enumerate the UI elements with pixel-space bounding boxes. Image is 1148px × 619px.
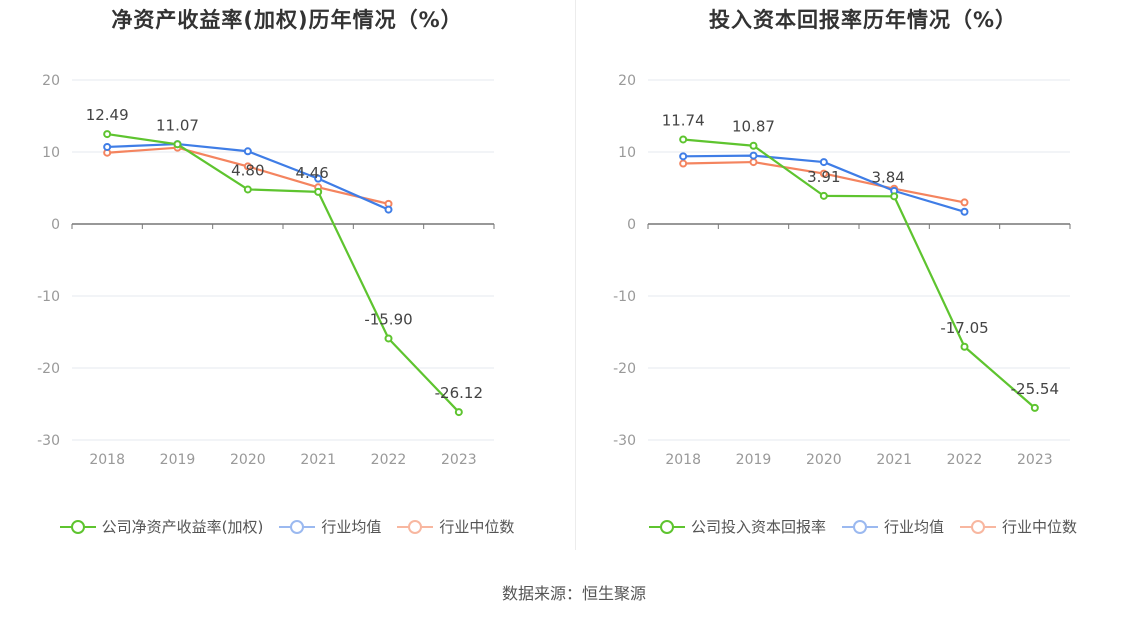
data-label: -25.54	[1011, 380, 1059, 398]
series-line-0	[107, 132, 460, 413]
legend-label: 公司净资产收益率(加权)	[101, 518, 264, 536]
legend-marker-icon	[59, 519, 96, 535]
data-source-note: 数据来源：恒生聚源	[0, 580, 1148, 604]
source-label: 数据来源：恒生聚源	[501, 584, 646, 603]
legend: 公司投入资本回报率 行业均值 行业中位数	[576, 516, 1148, 537]
legend-marker-icon	[960, 519, 996, 535]
panel-divider	[575, 0, 576, 550]
data-point	[103, 142, 112, 151]
x-tick-label: 2019	[160, 452, 196, 468]
y-tick-label: 20	[618, 73, 636, 89]
legend-item-company[interactable]: 公司投入资本回报率	[648, 516, 826, 537]
data-point	[960, 198, 969, 207]
x-tick-label: 2018	[665, 452, 701, 468]
legend-label: 行业中位数	[439, 518, 515, 536]
series-line-0	[683, 138, 1036, 409]
data-label: 12.49	[86, 106, 129, 124]
data-point	[173, 140, 182, 149]
data-label: -15.90	[364, 310, 412, 328]
x-tick-label: 2021	[300, 452, 336, 468]
data-point	[890, 192, 899, 201]
x-tick-label: 2022	[371, 452, 407, 468]
data-label: -26.12	[435, 384, 483, 402]
y-tick-label: -10	[37, 289, 60, 305]
data-label: 11.74	[662, 111, 705, 129]
data-point	[749, 158, 758, 167]
data-point	[243, 147, 252, 156]
data-label: 3.91	[807, 168, 840, 186]
x-tick-label: 2019	[736, 452, 772, 468]
x-tick-label: 2023	[441, 452, 477, 468]
data-point	[454, 408, 463, 417]
data-point	[819, 191, 828, 200]
data-point	[384, 334, 393, 343]
data-point	[679, 159, 688, 168]
data-point	[314, 187, 323, 196]
data-point	[960, 207, 969, 216]
data-point	[243, 162, 252, 171]
chart-title: 净资产收益率(加权)历年情况（%）	[111, 8, 463, 32]
y-tick-label: 10	[618, 145, 636, 161]
data-point	[1030, 403, 1039, 412]
legend-item-industry-median[interactable]: 行业中位数	[960, 516, 1077, 537]
data-label: 10.87	[732, 118, 775, 136]
x-tick-label: 2021	[876, 452, 912, 468]
y-tick-label: 0	[51, 217, 60, 233]
y-tick-label: 0	[627, 217, 636, 233]
legend-label: 公司投入资本回报率	[690, 518, 826, 536]
data-label: 3.84	[871, 168, 904, 186]
data-point	[819, 169, 828, 178]
x-tick-label: 2022	[947, 452, 983, 468]
data-point	[243, 185, 252, 194]
data-label: 4.46	[295, 164, 328, 182]
y-tick-label: 10	[42, 145, 60, 161]
y-tick-label: -20	[613, 361, 636, 377]
legend-marker-icon	[648, 519, 685, 535]
data-point	[960, 342, 969, 351]
y-tick-label: -10	[613, 289, 636, 305]
legend-marker-icon	[279, 519, 316, 535]
legend-item-company[interactable]: 公司净资产收益率(加权)	[59, 516, 264, 537]
data-label: 11.07	[156, 116, 199, 134]
legend-item-industry-mean[interactable]: 行业均值	[841, 516, 944, 537]
data-point	[749, 141, 758, 150]
x-tick-label: 2018	[89, 452, 125, 468]
x-tick-label: 2020	[806, 452, 842, 468]
legend-item-industry-mean[interactable]: 行业均值	[279, 516, 381, 537]
legend-label: 行业均值	[321, 518, 382, 536]
chart-panel-roic: 投入资本回报率历年情况（%） 20 10 0 -10 -20 -30 2018 2019 202…	[576, 0, 1148, 560]
data-point	[819, 158, 828, 167]
x-tick-label: 2023	[1017, 452, 1053, 468]
line-chart-roic: 20 10 0 -10 -20 -30 2018 2019 2020 2021 2022 2023 11…	[613, 73, 1071, 468]
legend-marker-icon	[841, 519, 878, 535]
legend-label: 行业中位数	[1002, 518, 1078, 536]
y-tick-label: -30	[613, 433, 636, 449]
chart-title: 投入资本回报率历年情况（%）	[708, 8, 1018, 32]
data-point	[679, 135, 688, 144]
legend-label: 行业均值	[883, 518, 944, 536]
y-tick-label: -30	[37, 433, 60, 449]
data-point	[679, 152, 688, 161]
legend-marker-icon	[397, 519, 434, 535]
legend: 公司净资产收益率(加权) 行业均值 行业中位数	[0, 516, 574, 537]
chart-panel-roe: 净资产收益率(加权)历年情况（%） 20 10 0 -10 -20 -30 2018 2019…	[0, 0, 574, 560]
data-label: 4.80	[231, 161, 264, 179]
data-point	[749, 151, 758, 160]
line-chart-roe: 20 10 0 -10 -20 -30 2018 2019 2020 2021 2022 2023 12…	[37, 73, 495, 468]
data-label: -17.05	[940, 319, 988, 337]
y-tick-label: -20	[37, 361, 60, 377]
data-point	[103, 130, 112, 139]
y-tick-label: 20	[42, 73, 60, 89]
data-point	[314, 174, 323, 183]
data-point	[384, 205, 393, 214]
legend-item-industry-median[interactable]: 行业中位数	[397, 516, 514, 537]
x-tick-label: 2020	[230, 452, 266, 468]
